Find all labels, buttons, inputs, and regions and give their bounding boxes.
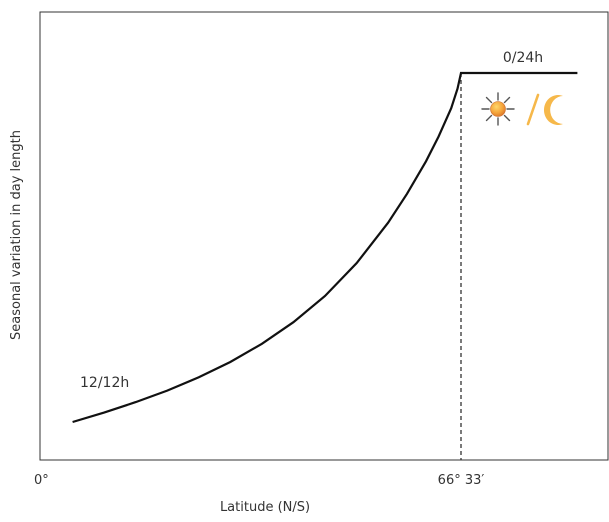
x-axis-label: Latitude (N/S): [220, 500, 310, 515]
annotation-polar-daylength: 0/24h: [503, 50, 543, 66]
plot-frame: [39, 11, 609, 461]
y-axis-label: Seasonal variation in day length: [9, 130, 24, 340]
moon-icon: [543, 95, 563, 126]
x-tick-label-equator: 0°: [34, 473, 49, 488]
sun-icon: [481, 92, 515, 126]
slash-divider-icon: [526, 93, 540, 126]
x-tick-label-arctic-circle: 66° 33′: [438, 473, 485, 488]
series-line-day-length: [72, 71, 578, 424]
annotation-equator-daylength: 12/12h: [80, 375, 129, 391]
